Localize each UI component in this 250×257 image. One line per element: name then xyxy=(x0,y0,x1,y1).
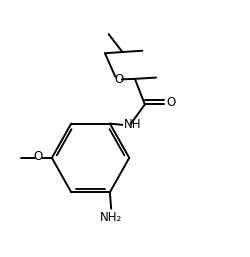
Text: NH: NH xyxy=(123,118,140,131)
Text: NH₂: NH₂ xyxy=(100,211,122,224)
Text: O: O xyxy=(166,96,174,109)
Text: O: O xyxy=(114,74,123,86)
Text: O: O xyxy=(34,150,42,163)
